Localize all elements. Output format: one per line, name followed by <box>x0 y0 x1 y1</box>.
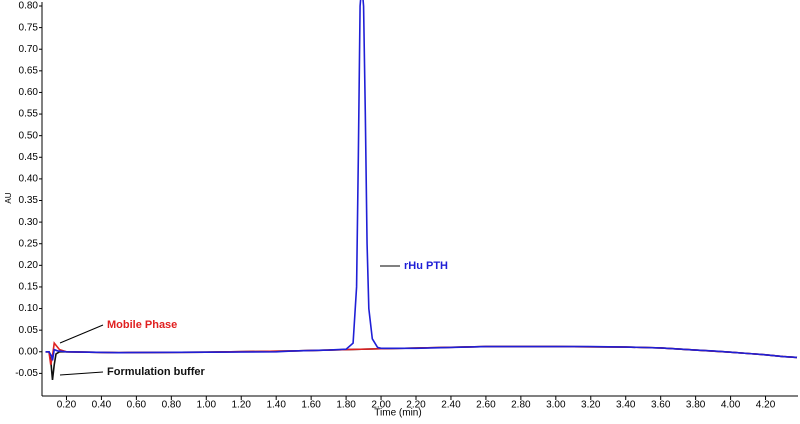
x-tick-label: 0.80 <box>162 400 182 411</box>
annotation-leader <box>59 324 104 344</box>
annotation-label: Mobile Phase <box>107 319 177 331</box>
x-axis-label: Time (min) <box>374 408 421 419</box>
x-tick-label: 3.00 <box>546 400 566 411</box>
y-axis-label: AU <box>4 192 13 203</box>
y-tick-label: 0.70 <box>19 44 39 55</box>
y-tick-label: 0.60 <box>19 87 39 98</box>
x-tick-label: 3.60 <box>651 400 671 411</box>
annotation-label: Formulation buffer <box>107 366 205 378</box>
y-tick-label: 0.55 <box>19 109 39 120</box>
x-tick-label: 0.40 <box>92 400 112 411</box>
x-tick-label: 1.00 <box>197 400 217 411</box>
y-tick-label: 0.05 <box>19 325 39 336</box>
x-tick-label: 2.40 <box>441 400 461 411</box>
y-tick-label: 0.10 <box>19 303 39 314</box>
series-line <box>45 341 798 365</box>
x-tick-label: 1.20 <box>232 400 252 411</box>
y-tick-label: 0.45 <box>19 152 39 163</box>
x-tick-label: 1.40 <box>266 400 286 411</box>
y-tick-label: -0.05 <box>15 368 38 379</box>
x-tick-label: 3.40 <box>616 400 636 411</box>
y-tick-label: 0.80 <box>19 1 39 12</box>
y-tick-label: 0.00 <box>19 346 39 357</box>
y-tick-label: 0.15 <box>19 282 39 293</box>
annotation-label: rHu PTH <box>404 260 448 272</box>
y-tick-label: 0.75 <box>19 22 39 33</box>
x-tick-label: 2.20 <box>406 400 426 411</box>
y-tick-label: 0.35 <box>19 195 39 206</box>
x-tick-label: 1.80 <box>336 400 356 411</box>
x-tick-label: 2.00 <box>371 400 391 411</box>
x-tick-label: 0.20 <box>57 400 77 411</box>
y-tick-label: 0.65 <box>19 65 39 76</box>
x-tick-label: 0.60 <box>127 400 147 411</box>
x-tick-label: 1.60 <box>301 400 321 411</box>
y-tick-label: 0.20 <box>19 260 39 271</box>
annotation-leader <box>59 371 104 376</box>
y-tick-label: 0.30 <box>19 217 39 228</box>
x-tick-label: 4.00 <box>721 400 741 411</box>
series-line <box>45 0 798 361</box>
y-tick-label: 0.40 <box>19 174 39 185</box>
x-tick-label: 2.60 <box>476 400 496 411</box>
x-tick-label: 2.80 <box>511 400 531 411</box>
y-tick-label: 0.50 <box>19 130 39 141</box>
x-tick-label: 3.80 <box>686 400 706 411</box>
y-tick-label: 0.25 <box>19 238 39 249</box>
x-tick-label: 4.20 <box>756 400 776 411</box>
x-tick-label: 3.20 <box>581 400 601 411</box>
